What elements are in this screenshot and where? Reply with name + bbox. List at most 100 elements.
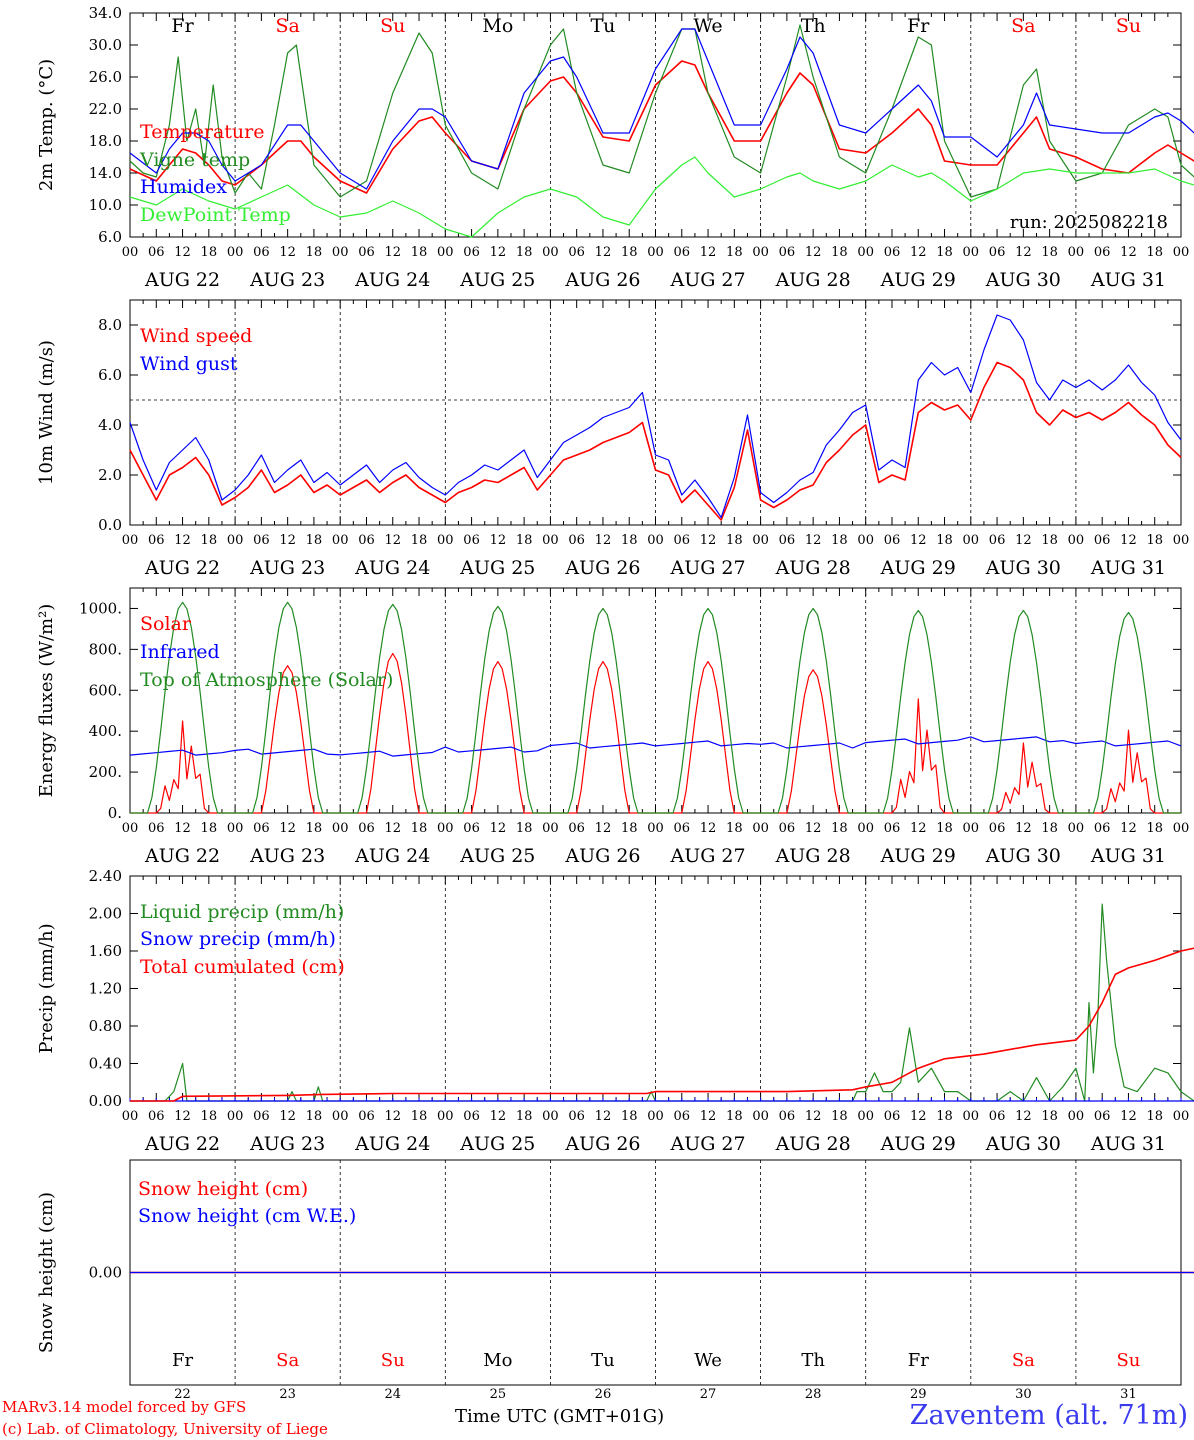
day-name-label: Th: [801, 1350, 825, 1371]
date-label: AUG 23: [249, 557, 325, 579]
x-tick-label: 18: [621, 245, 638, 260]
x-tick-label: 06: [253, 245, 270, 260]
x-tick-label: 00: [437, 821, 454, 836]
x-tick-label: 12: [805, 821, 822, 836]
x-tick-label: 18: [306, 1109, 323, 1124]
series-line-vigne-temp: [129, 24, 1194, 198]
x-tick-label: 18: [1146, 245, 1163, 260]
y-tick-label: 4.0: [98, 416, 122, 434]
x-tick-label: 18: [306, 245, 323, 260]
y-tick-label: 200.: [89, 763, 122, 781]
x-tick-label: 12: [1015, 533, 1032, 548]
x-tick-label: 00: [122, 245, 139, 260]
x-tick-label: 06: [884, 533, 901, 548]
y-tick-label: 10.0: [89, 196, 122, 214]
day-name-label: Sa: [1012, 1350, 1035, 1371]
x-tick-label: 12: [700, 821, 717, 836]
series-line-humidex: [129, 28, 1194, 190]
station-title: Zaventem (alt. 71m): [909, 1400, 1188, 1431]
x-tick-label: 06: [253, 533, 270, 548]
x-tick-label: 06: [148, 533, 165, 548]
day-name-label: Sa: [276, 1350, 299, 1371]
date-label: AUG 25: [459, 845, 535, 867]
date-label: AUG 22: [144, 557, 220, 579]
x-tick-label: 00: [122, 821, 139, 836]
y-axis-title: Energy fluxes (W/m²): [36, 604, 57, 798]
panel-frame-energy: [129, 587, 1182, 814]
day-name-label: Sa: [275, 15, 299, 37]
date-label: AUG 28: [775, 1133, 851, 1155]
run-label: run: 2025082218: [1010, 212, 1168, 233]
y-tick-label: 22.0: [89, 100, 122, 118]
x-tick-label: 18: [516, 1109, 533, 1124]
x-tick-label: 18: [1041, 1109, 1058, 1124]
x-tick-label: 18: [831, 533, 848, 548]
x-tick-label: 12: [1015, 821, 1032, 836]
x-tick-label: 00: [437, 1109, 454, 1124]
date-label: AUG 29: [880, 845, 956, 867]
x-tick-label: 00: [963, 1109, 980, 1124]
y-tick-label: 0.40: [89, 1055, 122, 1073]
x-tick-label: 18: [621, 533, 638, 548]
date-label: AUG 26: [564, 269, 640, 291]
day-name-label: Tu: [591, 1350, 615, 1371]
date-label: AUG 31: [1090, 557, 1166, 579]
x-tick-label: 00: [542, 245, 559, 260]
y-tick-label: 26.0: [89, 68, 122, 86]
x-tick-label: 06: [1094, 1109, 1111, 1124]
day-name-label: Fr: [171, 15, 194, 37]
y-tick-label: 8.0: [98, 316, 122, 334]
x-tick-label: 00: [332, 533, 349, 548]
x-tick-label: 00: [437, 533, 454, 548]
x-tick-label: 18: [306, 821, 323, 836]
x-tick-label: 06: [568, 245, 585, 260]
x-tick-label: 12: [384, 533, 401, 548]
date-label: AUG 31: [1090, 269, 1166, 291]
x-tick-label: 12: [279, 245, 296, 260]
day-number-label: 31: [1120, 1387, 1137, 1402]
date-label: AUG 28: [775, 845, 851, 867]
x-tick-label: 12: [174, 821, 191, 836]
date-label: AUG 30: [985, 557, 1061, 579]
date-label: AUG 30: [985, 269, 1061, 291]
day-number-label: 30: [1015, 1387, 1032, 1402]
series-line-temperature: [129, 60, 1194, 194]
x-tick-label: 12: [174, 245, 191, 260]
date-label: AUG 31: [1090, 845, 1166, 867]
x-tick-label: 18: [726, 245, 743, 260]
y-tick-label: 0.00: [89, 1264, 122, 1282]
x-tick-label: 12: [490, 1109, 507, 1124]
x-tick-label: 00: [752, 245, 769, 260]
legend-entry: Temperature: [140, 121, 264, 143]
x-tick-label: 06: [989, 821, 1006, 836]
day-number-label: 23: [279, 1387, 296, 1402]
x-tick-label: 12: [1015, 1109, 1032, 1124]
y-tick-label: 0.00: [89, 1092, 122, 1110]
date-label: AUG 25: [459, 269, 535, 291]
legend-entry: DewPoint Temp: [140, 204, 291, 226]
x-tick-label: 06: [463, 1109, 480, 1124]
x-tick-label: 06: [463, 821, 480, 836]
x-tick-label: 06: [253, 821, 270, 836]
day-name-label: Fr: [908, 1350, 929, 1371]
x-tick-label: 18: [201, 1109, 218, 1124]
date-label: AUG 28: [775, 557, 851, 579]
x-tick-label: 00: [1068, 1109, 1085, 1124]
y-tick-label: 1.20: [89, 980, 122, 998]
date-label: AUG 23: [249, 269, 325, 291]
x-tick-label: 00: [542, 821, 559, 836]
x-tick-label: 12: [1120, 533, 1137, 548]
legend-entry: Total cumulated (cm): [140, 956, 345, 978]
x-tick-label: 06: [568, 533, 585, 548]
y-tick-label: 30.0: [89, 36, 122, 54]
x-tick-label: 12: [279, 1109, 296, 1124]
y-tick-label: 2.40: [89, 867, 122, 885]
y-tick-label: 6.0: [98, 366, 122, 384]
x-tick-label: 18: [411, 821, 428, 836]
date-label: AUG 24: [354, 1133, 430, 1155]
x-tick-label: 06: [358, 821, 375, 836]
x-tick-label: 00: [963, 821, 980, 836]
series-line-dewpoint-temp: [129, 156, 1194, 238]
x-tick-label: 12: [490, 821, 507, 836]
